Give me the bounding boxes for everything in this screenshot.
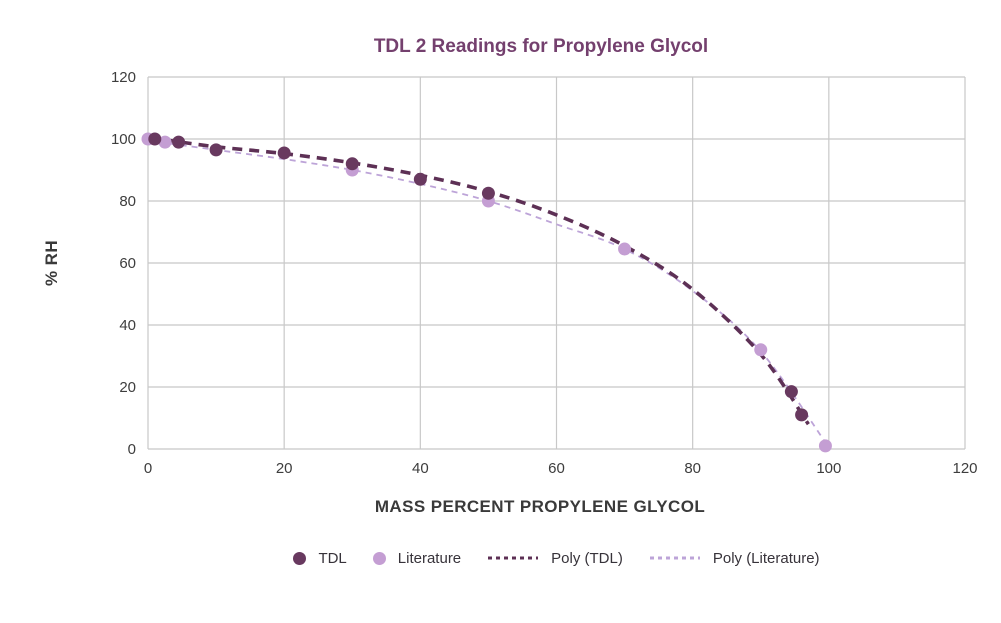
x-tick-label: 80 [684,460,701,477]
x-tick-label: 0 [144,460,152,477]
legend-item-poly-literature: Poly (Literature) [649,550,820,567]
x-axis-title: MASS PERCENT PROPYLENE GLYCOL [375,497,705,516]
tdl-point [172,135,186,149]
tdl-point [481,186,495,200]
legend-item-literature: Literature [372,549,462,567]
chart-canvas: TDL 2 Readings for Propylene Glycol % RH… [42,36,978,516]
series-layer [141,132,832,453]
tdl-point [784,385,798,399]
y-tick-label: 40 [119,317,136,334]
tdl-point [209,143,223,157]
legend-label-poly-literature: Poly (Literature) [712,549,820,567]
tdl-point [413,172,427,186]
literature-point [618,242,632,256]
tdl-point [277,146,291,160]
literature-point [754,343,768,357]
x-tick-label: 100 [816,460,841,477]
poly-literature-dash-icon [649,556,700,560]
x-tick-label: 120 [952,460,977,477]
y-axis-title: % RH [42,240,61,286]
x-tick-label: 60 [548,460,565,477]
legend-label-poly-tdl: Poly (TDL) [551,549,623,567]
legend-label-tdl: TDL [318,549,347,567]
y-tick-label: 80 [119,193,136,210]
chart-legend: TDL Literature Poly (TDL) Poly (Literatu… [148,546,965,570]
y-tick-label: 20 [119,379,136,396]
x-tick-label: 40 [412,460,429,477]
literature-point [818,439,832,453]
tdl-point [148,132,162,146]
x-tick-label: 20 [276,460,293,477]
y-tick-label: 120 [111,69,136,86]
tick-layer: 0 20 40 60 80 100 120 0 20 40 60 80 100 120 [111,69,978,477]
tdl-dot-icon [293,551,307,565]
y-tick-label: 0 [128,441,136,458]
legend-label-literature: Literature [397,549,462,567]
literature-point [158,135,172,149]
legend-item-poly-tdl: Poly (TDL) [487,550,623,567]
poly-tdl-trendline [147,135,810,426]
tdl-point [345,157,359,171]
poly-literature-trendline [147,139,830,448]
literature-dot-icon [372,551,386,565]
poly-tdl-dash-icon [488,556,539,560]
tdl-point [795,408,809,422]
y-tick-label: 100 [111,131,136,148]
legend-item-tdl: TDL [293,549,347,567]
grid-layer [147,76,966,450]
chart-title: TDL 2 Readings for Propylene Glycol [374,36,708,57]
y-tick-label: 60 [119,255,136,272]
